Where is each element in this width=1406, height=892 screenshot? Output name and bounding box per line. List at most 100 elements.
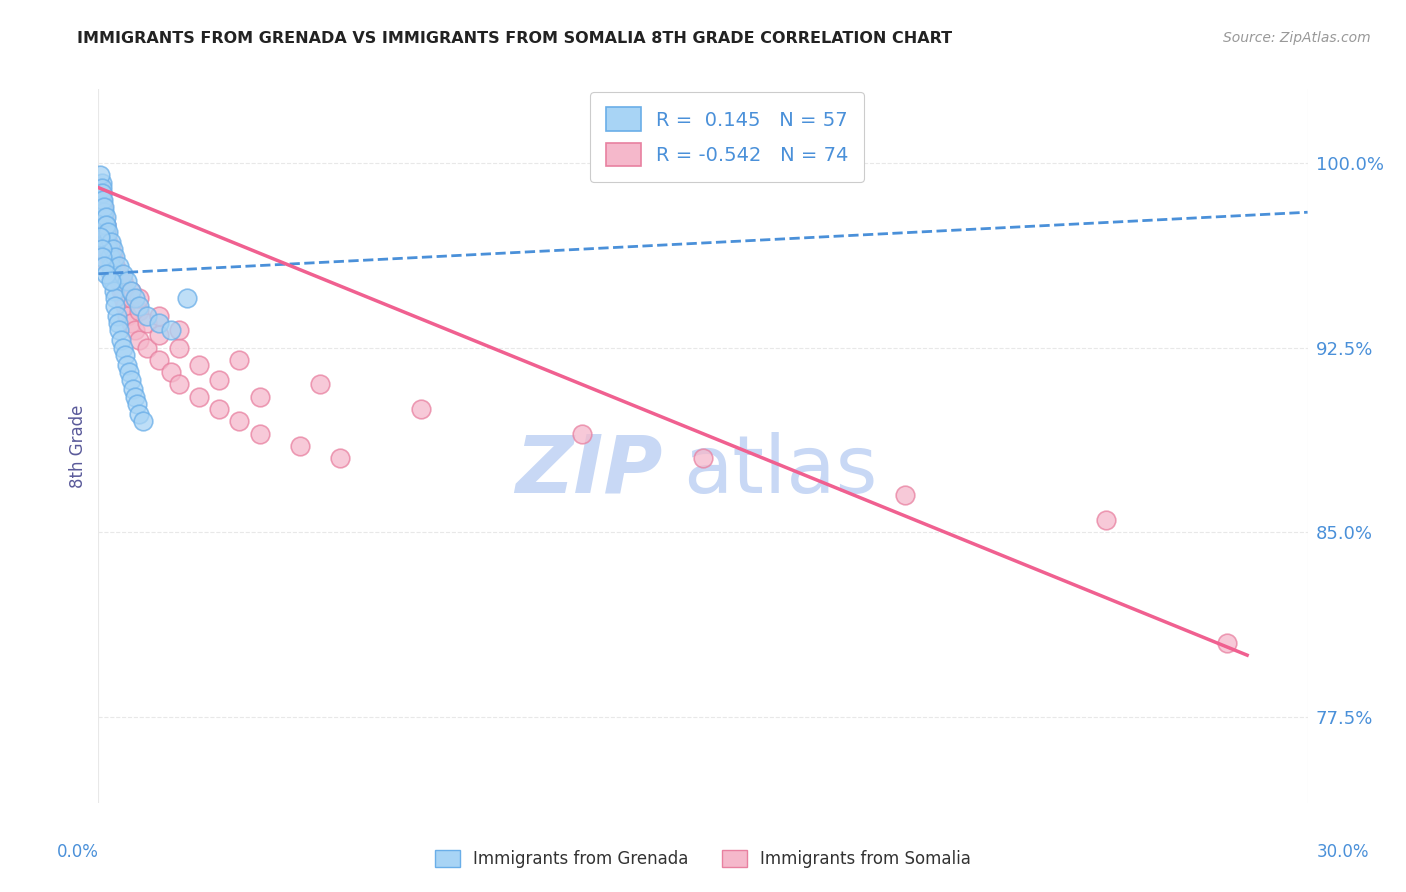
Point <box>97 242 120 256</box>
Point <box>96 218 118 232</box>
Point <box>91 210 114 224</box>
Point <box>228 352 250 367</box>
Point <box>111 291 134 305</box>
Point <box>104 299 127 313</box>
Point <box>110 333 132 347</box>
Point <box>692 451 714 466</box>
Point <box>91 218 114 232</box>
Point <box>1216 636 1239 650</box>
Legend: R =  0.145   N = 57, R = -0.542   N = 74: R = 0.145 N = 57, R = -0.542 N = 74 <box>591 92 865 182</box>
Point <box>128 291 150 305</box>
Point <box>111 341 134 355</box>
Point <box>91 193 114 207</box>
Point <box>115 309 138 323</box>
Point <box>90 200 112 214</box>
Point <box>103 267 125 281</box>
Point <box>135 309 157 323</box>
Point <box>94 210 117 224</box>
Point <box>128 303 150 318</box>
Point <box>100 267 122 281</box>
Point <box>135 341 157 355</box>
Point <box>91 186 114 200</box>
Point <box>111 274 134 288</box>
Point <box>249 390 271 404</box>
Text: 0.0%: 0.0% <box>56 843 98 861</box>
Point <box>96 267 118 281</box>
Point <box>89 186 111 200</box>
Text: ZIP: ZIP <box>516 432 662 509</box>
Point <box>101 274 124 288</box>
Point <box>128 299 150 313</box>
Point <box>409 402 432 417</box>
Point <box>329 451 352 466</box>
Point <box>90 180 112 194</box>
Point <box>100 267 122 281</box>
Y-axis label: 8th Grade: 8th Grade <box>69 404 87 488</box>
Point <box>176 291 198 305</box>
Point <box>188 390 211 404</box>
Point <box>100 242 122 256</box>
Point <box>115 358 138 372</box>
Point <box>91 242 114 256</box>
Point <box>93 260 115 274</box>
Point <box>120 291 142 305</box>
Point <box>100 260 122 274</box>
Point <box>288 439 311 453</box>
Point <box>97 242 120 256</box>
Point <box>160 365 183 379</box>
Point <box>111 284 134 298</box>
Point <box>103 250 125 264</box>
Point <box>90 186 112 200</box>
Point <box>148 316 170 330</box>
Point <box>103 260 125 274</box>
Point <box>124 323 146 337</box>
Point <box>208 373 231 387</box>
Point <box>128 407 150 421</box>
Point <box>91 200 114 214</box>
Point <box>167 341 190 355</box>
Point <box>97 225 120 239</box>
Point <box>101 242 124 256</box>
Point <box>135 316 157 330</box>
Point <box>89 169 111 183</box>
Point <box>148 328 170 343</box>
Point <box>107 323 129 337</box>
Point <box>228 414 250 428</box>
Point <box>107 274 129 288</box>
Point <box>93 200 115 214</box>
Point <box>124 291 146 305</box>
Point <box>107 274 129 288</box>
Point <box>107 260 129 274</box>
Point <box>105 267 128 281</box>
Point <box>89 193 111 207</box>
Point <box>97 235 120 249</box>
Point <box>93 225 115 239</box>
Point <box>100 260 122 274</box>
Point <box>208 402 231 417</box>
Point <box>90 176 112 190</box>
Point <box>89 235 111 249</box>
Point <box>114 299 136 313</box>
Point <box>309 377 332 392</box>
Point <box>1095 513 1118 527</box>
Point <box>98 250 121 264</box>
Point <box>96 235 118 249</box>
Point <box>115 274 138 288</box>
Point <box>111 267 134 281</box>
Point <box>91 210 114 224</box>
Point <box>110 284 132 298</box>
Point <box>100 235 122 249</box>
Point <box>120 316 142 330</box>
Point <box>89 180 111 194</box>
Point <box>118 365 141 379</box>
Point <box>120 284 142 298</box>
Point <box>249 426 271 441</box>
Point <box>97 250 120 264</box>
Point <box>107 267 129 281</box>
Point <box>91 218 114 232</box>
Point <box>121 383 143 397</box>
Text: atlas: atlas <box>683 432 877 509</box>
Point <box>103 291 125 305</box>
Point <box>167 377 190 392</box>
Point <box>103 260 125 274</box>
